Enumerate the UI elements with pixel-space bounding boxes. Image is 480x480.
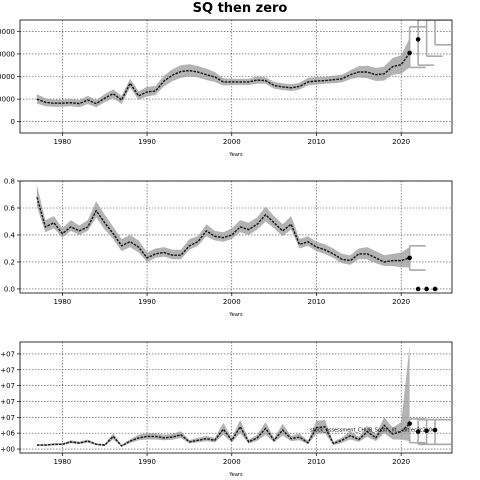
y-tick-label: 0.4 (4, 231, 16, 239)
y-tick-label: +07 (0, 350, 15, 358)
confidence-band (36, 38, 410, 108)
figure-title: SQ then zero (193, 1, 288, 16)
y-tick-label: e+06 (0, 430, 16, 438)
plot-area (36, 20, 452, 108)
y-tick-label: 0.8 (4, 178, 15, 186)
projection-point (415, 37, 421, 42)
confidence-band (36, 185, 410, 268)
x-tick-label: 2010 (308, 458, 326, 466)
projection-point (432, 427, 438, 433)
x-tick-label: 2010 (308, 138, 326, 146)
series-line (36, 52, 411, 105)
projection-point (424, 428, 429, 434)
x-tick-label: 2020 (392, 138, 410, 146)
y-tick-label: 0.0 (4, 285, 15, 293)
y-tick-label: +07 (0, 382, 15, 390)
confidence-band (36, 346, 410, 447)
y-tick-label: +07 (0, 414, 15, 422)
y-tick-label: 0 (11, 118, 15, 126)
y-tick-label: +07 (0, 398, 15, 406)
y-tick-label: 100000 (0, 73, 15, 81)
x-tick-label: 1980 (53, 298, 71, 306)
projection-point (415, 429, 421, 434)
axes-frame (19, 180, 453, 294)
projection-point (415, 286, 421, 292)
panel-1: 1980 1990 2000 2010 2020 0 50000 100000 150000 20… (0, 19, 453, 158)
x-tick-label: 2000 (223, 458, 241, 466)
series-line (36, 197, 410, 263)
plot-area (36, 346, 452, 447)
x-tick-label: 1980 (53, 138, 71, 146)
panel-3: stock_assessment_CHUB_South_lit... alt e… (0, 341, 453, 478)
x-tick-label: 1980 (53, 458, 71, 466)
x-tick-label: 1990 (138, 458, 156, 466)
y-tick-label: +00 (0, 446, 15, 454)
projection-point (407, 255, 412, 261)
x-axis-label: Years (228, 312, 243, 318)
y-tick-label: 150000 (0, 50, 15, 58)
x-tick-label: 2010 (308, 298, 326, 306)
panel-2: 1980 1990 2000 2010 2020 0.0 0.2 0.4 0.6 0.8 Years (4, 178, 453, 318)
x-axis-label: Years (228, 472, 243, 478)
x-tick-label: 2020 (392, 298, 410, 306)
plot-area (36, 185, 438, 292)
panel-annotation: stock_assessment_CHUB_South_lit... alt e… (310, 428, 435, 434)
axes-frame (19, 341, 453, 454)
series-line (36, 423, 411, 447)
projection-point (432, 286, 438, 292)
x-axis-label: Years (228, 152, 243, 158)
x-tick-label: 1990 (138, 298, 156, 306)
y-tick-label: +07 (0, 366, 15, 374)
x-tick-label: 2020 (392, 458, 410, 466)
x-tick-label: 2000 (223, 138, 241, 146)
projection-point (407, 421, 412, 426)
y-tick-label: 50000 (0, 96, 15, 104)
y-tick-label: 0.6 (4, 204, 16, 212)
projection-point (424, 286, 429, 292)
projection-point (407, 50, 412, 56)
x-tick-label: 1990 (138, 138, 156, 146)
x-tick-label: 2000 (223, 298, 241, 306)
y-tick-label: 0.2 (4, 258, 15, 266)
